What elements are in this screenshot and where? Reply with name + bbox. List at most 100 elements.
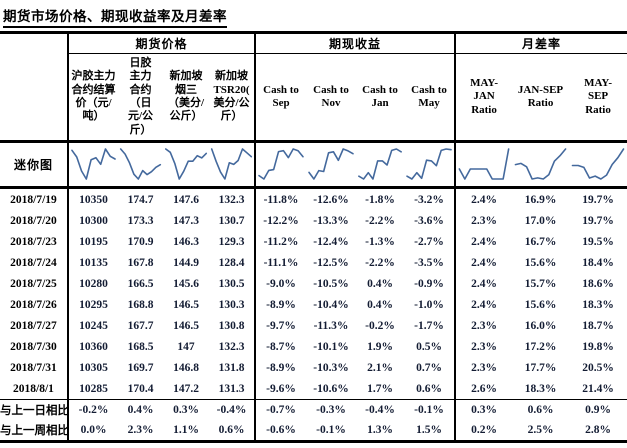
value-cell: -13.3% — [313, 214, 349, 227]
value-cell: -3.5% — [404, 252, 457, 273]
date-cell: 2018/7/27 — [0, 315, 69, 336]
table-row: 2018/7/26 10295 168.8 146.5 130.3 -8.9% -10.4%… — [0, 294, 627, 315]
footer-value-cell: 2.3% — [127, 424, 154, 436]
group-header: 月差率 — [455, 32, 627, 54]
value-cell: 146.3 — [173, 235, 199, 248]
value-cell: 130.5 — [209, 273, 257, 294]
value-cell: -0.2% — [365, 319, 395, 332]
value-cell: -11.2% — [263, 235, 299, 248]
value-cell: -9.7% — [266, 319, 296, 332]
group-header-row: 期货价格 期现收益 月差率 — [0, 32, 627, 143]
value-cell: 167.8 — [127, 256, 154, 269]
sparkline-chart — [569, 144, 627, 185]
footer-value-cell: -0.3% — [306, 399, 357, 420]
value-cell: 10305 — [79, 361, 108, 374]
value-cell: 2.4% — [471, 298, 497, 311]
value-cell: 17.2% — [524, 340, 557, 353]
sparkline-cell — [255, 141, 307, 189]
footer-value-cell: -0.1% — [404, 399, 457, 420]
value-cell: 169.7 — [127, 361, 154, 374]
value-cell: 1.7% — [367, 382, 393, 395]
table-head: 期货价格 期现收益 月差率 沪胶主力 合约结算 价（元/ 吨） 日胶 主力 合约 （日 … — [0, 32, 627, 143]
value-cell: 19.8% — [582, 340, 614, 353]
sparkline-chart — [69, 144, 118, 185]
value-cell: 10350 — [79, 193, 108, 206]
sparkline-cell — [512, 141, 570, 189]
footer-value-cell: 0.3% — [163, 399, 209, 420]
table-corner-cell — [0, 32, 69, 143]
value-cell: 146.5 — [173, 298, 199, 311]
table-row: 2018/7/19 10350 174.7 147.6 132.3 -11.8% -12.6… — [0, 187, 627, 210]
value-cell: 130.3 — [209, 294, 257, 315]
footer-value-cell: 2.5% — [527, 424, 554, 436]
footer-value-cell: 2.8% — [585, 424, 611, 436]
value-cell: 17.0% — [524, 214, 557, 227]
page-title: 期货市场价格、期现收益率及月差率 — [3, 5, 227, 28]
table-row: 2018/7/31 10305 169.7 146.8 131.8 -8.9% -10.3%… — [0, 357, 627, 378]
footer-row: 与上一日相比 -0.2% 0.4% 0.3% -0.4% -0.7% -0.3% -0.4% -… — [0, 399, 627, 420]
value-cell: -9.0% — [266, 277, 296, 290]
value-cell: -2.2% — [365, 214, 395, 227]
value-cell: 18.4% — [582, 256, 614, 269]
group-header: 期现收益 — [255, 32, 457, 54]
value-cell: 15.7% — [524, 277, 557, 290]
value-cell: 170.9 — [127, 235, 154, 248]
value-cell: 146.5 — [173, 319, 199, 332]
title-wrap: 期货市场价格、期现收益率及月差率 — [0, 0, 627, 31]
value-cell: 130.7 — [209, 210, 257, 231]
sparkline-chart — [209, 144, 254, 185]
value-cell: 2.3% — [471, 319, 497, 332]
sparkline-cell — [163, 141, 209, 189]
column-header: Cash to Jan — [356, 53, 405, 143]
value-cell: -1.0% — [404, 294, 457, 315]
footer-value-cell: -0.2% — [68, 399, 118, 420]
sparkline-cell — [118, 141, 163, 189]
value-cell: -12.2% — [263, 214, 299, 227]
table-row: 2018/7/23 10195 170.9 146.3 129.3 -11.2% -12.4… — [0, 231, 627, 252]
date-cell: 2018/7/20 — [0, 210, 69, 231]
sparkline-chart — [306, 144, 356, 185]
value-cell: 10300 — [79, 214, 108, 227]
value-cell: -12.4% — [313, 235, 349, 248]
group-header: 期货价格 — [68, 32, 257, 54]
value-cell: 15.6% — [524, 256, 557, 269]
date-cell: 2018/7/31 — [0, 357, 69, 378]
value-cell: 2.3% — [471, 340, 497, 353]
footer-value-cell: -0.6% — [266, 424, 296, 436]
value-cell: -10.4% — [313, 298, 349, 311]
value-cell: 10360 — [79, 340, 108, 353]
value-cell: 15.6% — [524, 298, 557, 311]
table-row: 2018/7/30 10360 168.5 147 132.3 -8.7% -10.1% 1.… — [0, 336, 627, 357]
value-cell: -9.6% — [266, 382, 296, 395]
value-cell: 18.3% — [524, 382, 557, 395]
value-cell: 129.3 — [209, 231, 257, 252]
sparkline-chart — [118, 144, 163, 185]
value-cell: 168.8 — [127, 298, 154, 311]
value-cell: -1.7% — [404, 315, 457, 336]
footer-value-cell: -0.1% — [316, 424, 346, 436]
value-cell: 131.8 — [209, 357, 257, 378]
value-cell: 10195 — [79, 235, 108, 248]
value-cell: 166.5 — [127, 277, 154, 290]
table-row: 2018/7/27 10245 167.7 146.5 130.8 -9.7% -11.3%… — [0, 315, 627, 336]
footer-value-cell: 1.5% — [404, 420, 457, 442]
value-cell: 18.3% — [582, 298, 614, 311]
footer-value-cell: 0.2% — [471, 424, 497, 436]
table-row: 2018/7/20 10300 173.3 147.3 130.7 -12.2% -13.3… — [0, 210, 627, 231]
footer-value-cell: 1.3% — [367, 424, 393, 436]
value-cell: -11.8% — [263, 193, 299, 206]
value-cell: 173.3 — [127, 214, 154, 227]
column-header: Cash to May — [404, 53, 457, 143]
column-header: 新加坡 烟三 （美分/ 公斤） — [163, 53, 209, 143]
value-cell: -8.7% — [266, 340, 296, 353]
value-cell: 10280 — [79, 277, 108, 290]
sparkline-chart — [456, 144, 512, 185]
footer-value-cell: 0.6% — [512, 399, 570, 420]
value-cell: 2.4% — [471, 235, 497, 248]
value-cell: 2.1% — [367, 361, 393, 374]
value-cell: 174.7 — [127, 193, 154, 206]
value-cell: 2.3% — [471, 361, 497, 374]
column-header: 沪胶主力 合约结算 价（元/ 吨） — [68, 53, 118, 143]
footer-value-cell: -0.7% — [255, 399, 307, 420]
table-row: 2018/7/25 10280 166.5 145.6 130.5 -9.0% -10.5%… — [0, 273, 627, 294]
